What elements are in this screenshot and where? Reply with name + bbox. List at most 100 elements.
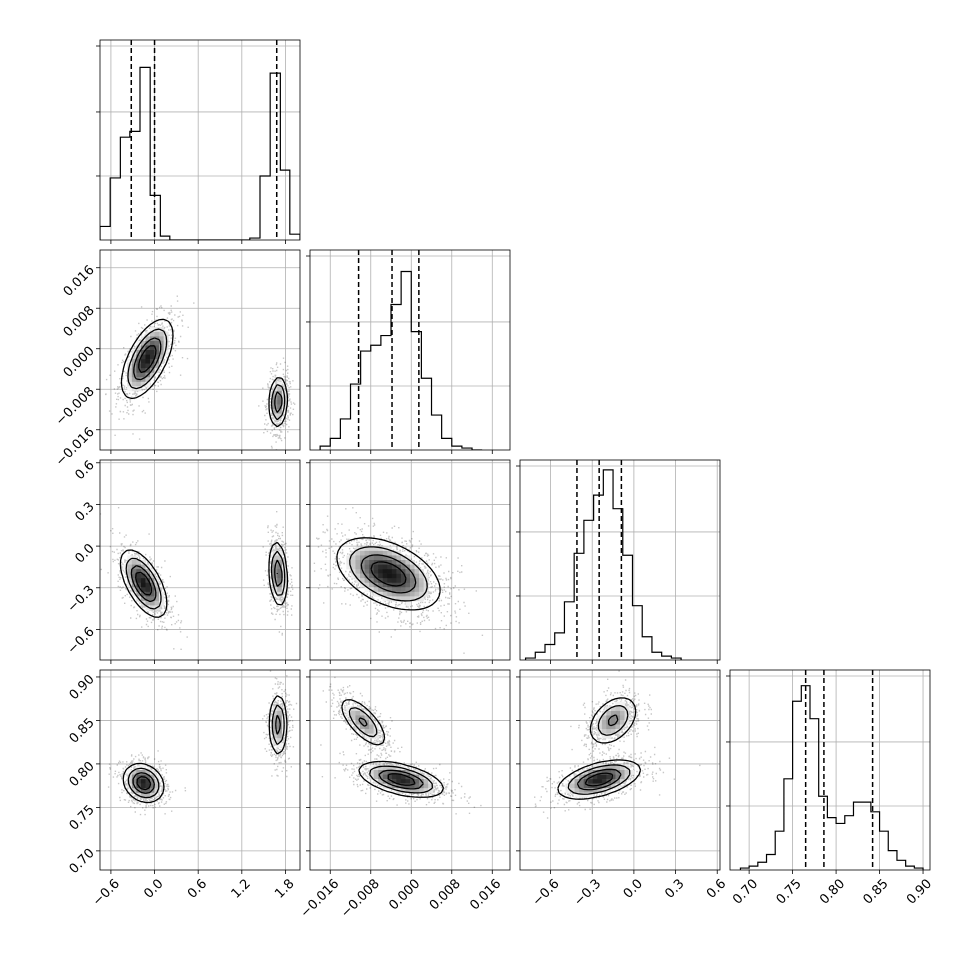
density-cell xyxy=(382,564,388,570)
density-cell xyxy=(277,715,283,721)
density-cell xyxy=(145,788,151,794)
density-cell xyxy=(574,788,580,794)
density-cell xyxy=(140,596,146,602)
density-cell xyxy=(145,381,151,387)
panel-content xyxy=(313,507,484,654)
panel-frame xyxy=(729,669,931,871)
density-cell xyxy=(405,788,411,794)
density-cell xyxy=(277,550,283,556)
density-cell xyxy=(601,770,607,775)
density-cell xyxy=(610,729,616,734)
density-cell xyxy=(624,706,630,712)
x-tick-label: 0.6 xyxy=(185,876,210,901)
density-cell xyxy=(373,578,379,584)
contour-line xyxy=(360,554,417,594)
panel-content xyxy=(739,670,924,870)
y-ticks xyxy=(96,676,100,852)
density-cell xyxy=(610,770,616,775)
density-cell xyxy=(387,774,393,780)
density-cell xyxy=(150,792,155,798)
contour-line xyxy=(136,776,152,791)
density-cell xyxy=(610,706,616,712)
density-cell xyxy=(400,564,406,570)
density-cell xyxy=(606,733,612,739)
density-cell xyxy=(601,783,607,789)
density-cell xyxy=(154,600,160,606)
density-cell xyxy=(606,724,612,730)
density-cell xyxy=(145,377,151,383)
y-tick-label: 0.80 xyxy=(67,759,98,790)
density-cell xyxy=(405,783,411,789)
density-cell xyxy=(579,792,584,798)
density-cell xyxy=(391,779,397,784)
contour-line xyxy=(370,561,407,587)
panel-frame xyxy=(99,249,301,451)
density-cell xyxy=(391,569,397,574)
density-cell xyxy=(387,573,393,579)
density-cell xyxy=(346,560,352,565)
density-cell xyxy=(400,573,406,579)
density-cell xyxy=(410,770,415,775)
density-cell xyxy=(136,765,142,771)
density-cell xyxy=(382,591,388,597)
x-ticks xyxy=(329,660,493,664)
density-cell xyxy=(369,724,374,730)
density-cell xyxy=(364,546,370,552)
density-cell xyxy=(364,715,370,721)
density-cell xyxy=(405,779,411,784)
density-cell xyxy=(145,587,151,593)
density-cell xyxy=(159,591,164,597)
density-cell xyxy=(277,738,283,744)
density-cell xyxy=(574,774,580,780)
density-cell xyxy=(140,779,146,784)
contour-line xyxy=(133,337,283,413)
panel-content xyxy=(100,40,300,240)
y-tick-label: 0.008 xyxy=(61,303,98,340)
density-cell xyxy=(140,765,146,771)
density-cell xyxy=(364,573,370,579)
density-cell xyxy=(355,555,361,561)
density-cell xyxy=(150,783,155,789)
density-cell xyxy=(369,560,374,565)
density-cell xyxy=(277,381,283,387)
density-cell xyxy=(272,390,278,396)
density-cell xyxy=(369,770,374,775)
panel-frame xyxy=(99,459,301,661)
x-tick-label: 0.000 xyxy=(386,876,423,913)
x-ticks xyxy=(550,870,718,874)
density-cell xyxy=(396,596,402,602)
density-cell xyxy=(272,720,278,725)
contour-line xyxy=(127,328,286,421)
density-cell xyxy=(150,345,155,351)
density-cell xyxy=(606,770,612,775)
contour-line xyxy=(122,695,288,804)
density-cell xyxy=(159,345,164,351)
density-cell xyxy=(346,710,352,716)
density-cell xyxy=(131,578,137,584)
density-cell xyxy=(592,788,598,794)
y-tick-label: −0.3 xyxy=(65,583,98,616)
density-cell xyxy=(387,770,393,775)
density-cell xyxy=(136,381,142,387)
density-cell xyxy=(150,350,155,355)
density-cell xyxy=(410,774,415,780)
contour-line xyxy=(336,537,441,611)
density-cell xyxy=(391,770,397,775)
density-cell xyxy=(360,564,365,570)
density-cell xyxy=(159,354,164,360)
density-cell xyxy=(387,779,393,784)
density-cell xyxy=(364,555,370,561)
density-cell xyxy=(620,720,625,725)
density-cell xyxy=(136,372,142,378)
density-cell xyxy=(136,345,142,351)
density-cell xyxy=(364,578,370,584)
density-cell xyxy=(583,783,589,789)
density-cell xyxy=(140,359,146,364)
density-cell xyxy=(364,710,370,716)
x-tick-label: 0.90 xyxy=(904,876,935,907)
x-ticks xyxy=(110,450,286,454)
density-cell xyxy=(396,555,402,561)
density-cell xyxy=(391,788,397,794)
x-tick-label: 0.75 xyxy=(774,876,805,907)
density-cell xyxy=(127,573,133,579)
